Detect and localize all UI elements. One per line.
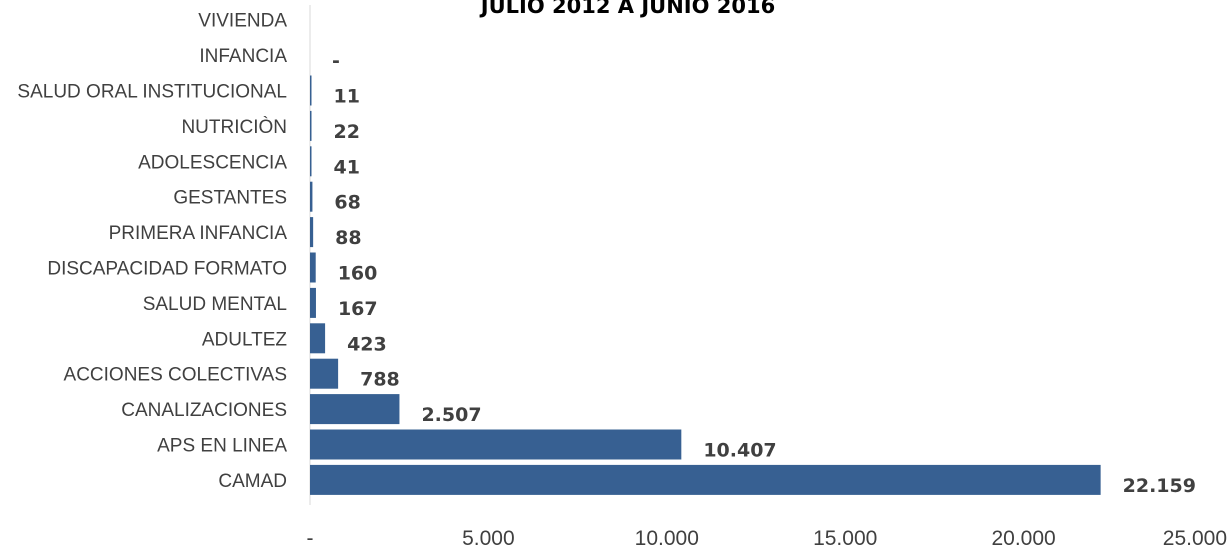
- data-label: 167: [338, 298, 378, 320]
- category-label: APS EN LINEA: [157, 436, 287, 457]
- category-label: PRIMERA INFANCIA: [109, 223, 288, 244]
- x-tick-label: -: [307, 527, 314, 547]
- bar: [310, 358, 339, 389]
- bar: [310, 217, 314, 248]
- bar: [310, 75, 312, 106]
- data-label: 22: [334, 121, 360, 143]
- x-tick-label: 20.000: [991, 527, 1055, 547]
- bar: [310, 323, 326, 354]
- category-label: ADOLESCENCIA: [138, 152, 287, 173]
- bar: [310, 394, 400, 425]
- data-label: 68: [334, 192, 360, 214]
- data-label: 11: [334, 86, 360, 108]
- bar: [310, 181, 313, 212]
- x-tick-label: 10.000: [635, 527, 699, 547]
- category-label: CANALIZACIONES: [121, 400, 287, 421]
- bar: [310, 429, 682, 460]
- category-labels: VIVIENDA INFANCIA SALUD ORAL INSTITUCIONAL…: [17, 11, 287, 492]
- category-label: NUTRICIÒN: [181, 116, 287, 138]
- bar: [310, 287, 316, 318]
- data-label: -: [332, 50, 340, 72]
- category-label: ACCIONES COLECTIVAS: [64, 365, 287, 386]
- category-label: ADULTEZ: [202, 329, 288, 350]
- bar-group: [310, 75, 1101, 495]
- category-label: SALUD MENTAL: [143, 294, 287, 315]
- category-label: CAMAD: [218, 471, 287, 492]
- data-label: 788: [360, 369, 400, 391]
- bar: [310, 110, 312, 141]
- data-label: 10.407: [703, 440, 776, 462]
- data-label: 88: [335, 227, 361, 249]
- x-tick-label: 5.000: [462, 527, 515, 547]
- category-label: INFANCIA: [199, 46, 287, 67]
- data-labels: - 11 22 41 68 88 160 167 423 788 2.507 10.407 22.159: [332, 50, 1196, 497]
- data-label: 22.159: [1123, 475, 1196, 497]
- data-label: 41: [334, 156, 360, 178]
- category-label: DISCAPACIDAD FORMATO: [47, 259, 287, 280]
- bar: [310, 252, 316, 283]
- bar: [310, 464, 1101, 495]
- data-label: 160: [338, 263, 378, 285]
- category-label: SALUD ORAL INSTITUCIONAL: [17, 82, 287, 103]
- category-label: VIVIENDA: [198, 11, 287, 32]
- bar: [310, 146, 312, 177]
- x-axis-ticks: - 5.000 10.000 15.000 20.000 25.000: [307, 527, 1228, 547]
- data-label: 2.507: [421, 404, 481, 426]
- data-label: 423: [347, 333, 387, 355]
- category-label: GESTANTES: [173, 188, 287, 209]
- chart-title: JULIO 2012 A JUNIO 2016: [479, 0, 775, 18]
- x-tick-label: 25.000: [1163, 527, 1227, 547]
- x-tick-label: 15.000: [813, 527, 877, 547]
